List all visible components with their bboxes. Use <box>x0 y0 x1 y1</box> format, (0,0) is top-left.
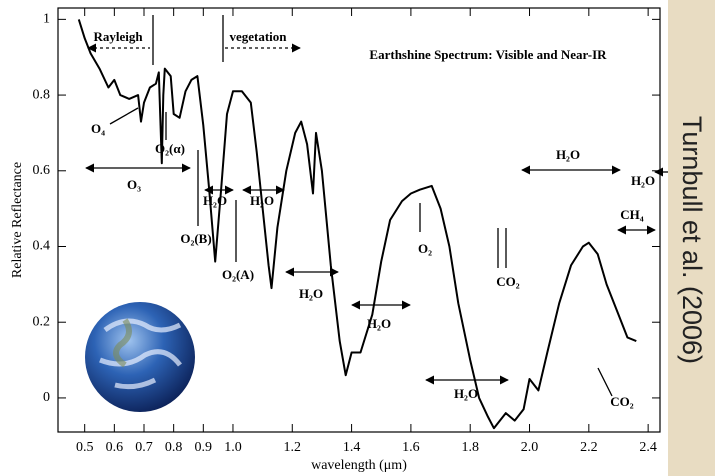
annotation: Rayleigh <box>93 29 143 44</box>
annotation: H₂O <box>367 316 391 331</box>
annotation: H₂O <box>556 147 580 162</box>
annotation-arrow <box>597 367 613 397</box>
x-tick-label: 0.8 <box>165 440 183 455</box>
annotation: CO₂ <box>610 394 634 409</box>
y-tick-label: 0.6 <box>33 163 51 178</box>
credit: Turnbull et al. (2006) <box>677 116 707 364</box>
x-axis-label: wavelength (μm) <box>311 458 407 473</box>
earth-image <box>85 302 195 412</box>
annotation: H₂O <box>250 193 274 208</box>
spectrum-line <box>77 19 637 430</box>
annotation: H₂O <box>454 386 478 401</box>
y-axis-label: Relative Reflectance <box>10 162 25 278</box>
x-tick-label: 0.6 <box>106 440 124 455</box>
x-tick-label: 0.7 <box>135 440 153 455</box>
x-tick-label: 0.9 <box>195 440 213 455</box>
y-tick-label: 1 <box>43 12 50 27</box>
annotation-arrow <box>109 107 139 125</box>
y-tick-label: 0 <box>43 390 50 405</box>
y-tick-label: 0.2 <box>33 314 51 329</box>
annotation: H₂O <box>203 193 227 208</box>
annotation: CO₂ <box>496 274 520 289</box>
x-tick-label: 1.0 <box>224 440 242 455</box>
x-tick-label: 2.2 <box>580 440 598 455</box>
plot-frame <box>57 7 661 433</box>
annotation: O₂ <box>418 241 432 256</box>
x-tick-label: 2.0 <box>521 440 539 455</box>
x-tick-label: 1.8 <box>461 440 479 455</box>
y-tick-label: 0.8 <box>33 87 51 102</box>
x-tick-label: 0.5 <box>76 440 94 455</box>
y-tick-label: 0.4 <box>33 239 51 254</box>
annotation: O₄ <box>91 121 105 136</box>
annotation: H₂O <box>631 173 655 188</box>
annotation: O₂(B) <box>180 231 211 246</box>
annotation: vegetation <box>229 29 287 44</box>
x-tick-label: 1.6 <box>402 440 420 455</box>
x-tick-label: 1.4 <box>343 440 361 455</box>
annotation: O₂(α) <box>155 141 185 156</box>
annotation: O₂(A) <box>222 267 254 282</box>
chart-title: Earthshine Spectrum: Visible and Near-IR <box>369 47 607 62</box>
x-tick-label: 1.2 <box>284 440 302 455</box>
annotation: H₂O <box>299 286 323 301</box>
x-tick-label: 2.4 <box>639 440 657 455</box>
annotation: O₃ <box>127 177 141 192</box>
annotation: CH₄ <box>620 207 644 222</box>
